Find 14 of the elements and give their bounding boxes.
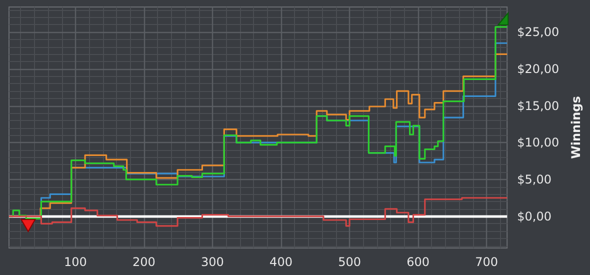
y-tick-label: $0,00: [517, 209, 552, 224]
y-tick-label: $15,00: [517, 98, 560, 113]
y-tick-label: $5,00: [517, 172, 552, 186]
y-axis-title: Winnings: [569, 96, 583, 159]
y-tick-label: $10,00: [517, 136, 560, 150]
y-tick-label: $25,00: [517, 25, 560, 40]
y-tick-label: $20,00: [517, 62, 560, 76]
x-tick-label: 600: [406, 255, 430, 269]
x-tick-label: 700: [475, 255, 498, 269]
x-tick-label: 500: [338, 255, 361, 269]
x-tick-label: 200: [132, 255, 156, 269]
x-tick-label: 300: [201, 255, 224, 269]
x-tick-label: 100: [64, 255, 87, 269]
x-tick-label: 400: [270, 255, 292, 269]
